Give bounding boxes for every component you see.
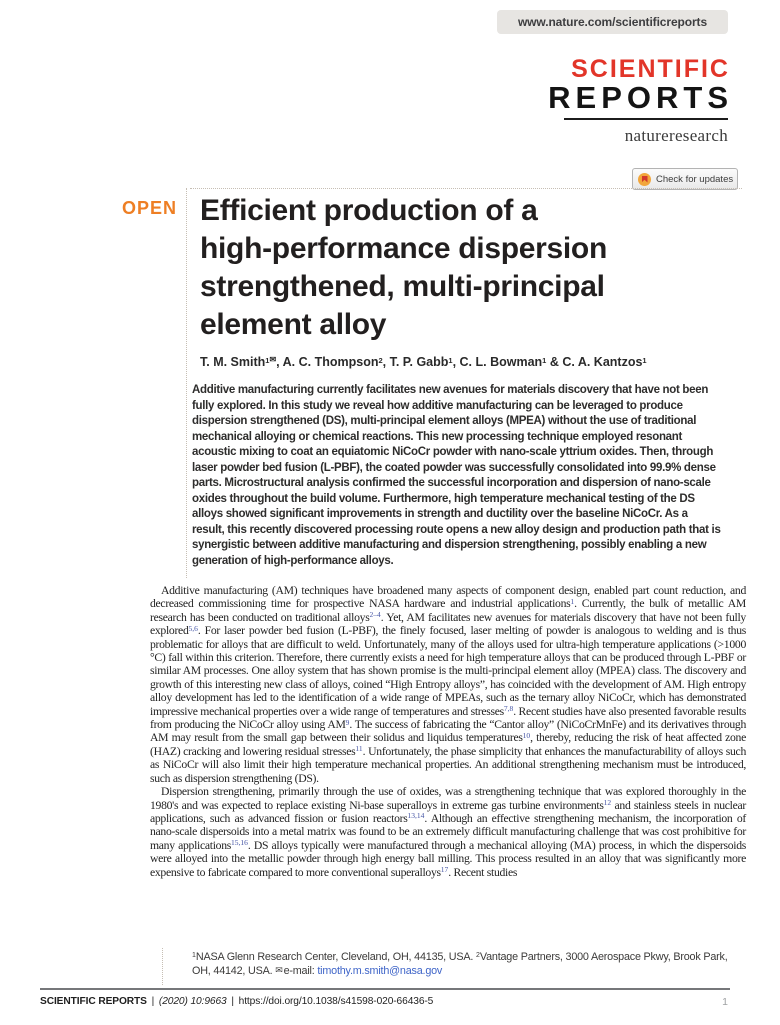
text-run: T. M. Smith bbox=[200, 355, 266, 369]
affiliation-marker: 1 bbox=[542, 355, 547, 365]
text-run: . Currently, the bulk of metallic AM res… bbox=[150, 597, 746, 624]
journal-name: SCIENTIFIC REPORTS bbox=[40, 996, 147, 1007]
title-divider-left bbox=[186, 188, 187, 578]
authors-line: T. M. Smith1✉, A. C. Thompson2, T. P. Ga… bbox=[200, 355, 745, 369]
affiliation-marker: 1 bbox=[642, 355, 647, 365]
citation-ref[interactable]: 12 bbox=[603, 798, 612, 807]
text-run: . The success of fabricating the “Cantor… bbox=[150, 718, 746, 745]
text-run: , T. P. Gabb bbox=[382, 355, 449, 369]
title-line: high-performance dispersion bbox=[200, 232, 607, 265]
check-for-updates-label: Check for updates bbox=[656, 173, 734, 185]
logo-rule bbox=[564, 118, 728, 120]
text-run: , thereby, reducing the risk of heat aff… bbox=[150, 731, 746, 758]
affiliation-marker: 1 bbox=[265, 355, 270, 365]
footer-citation-line: SCIENTIFIC REPORTS | (2020) 10:9663 | ht… bbox=[40, 996, 433, 1007]
logo-brand: natureresearch bbox=[624, 126, 728, 145]
citation-info: (2020) 10:9663 bbox=[158, 996, 227, 1007]
text-run: . For laser powder bed fusion (L-PBF), t… bbox=[150, 624, 746, 718]
text-run: . Yet, AM facilitates new avenues for ma… bbox=[150, 610, 746, 638]
text-run: and stainless steels in nuclear applicat… bbox=[150, 798, 746, 825]
text-run: Additive manufacturing (AM) techniques h… bbox=[150, 584, 746, 611]
abstract: Additive manufacturing currently facilit… bbox=[192, 384, 721, 567]
citation-ref[interactable]: 10 bbox=[522, 730, 531, 740]
text-run: . Recent studies have also presented fav… bbox=[150, 704, 746, 732]
text-run: , C. L. Bowman bbox=[452, 355, 543, 369]
text-run: . DS alloys typically were manufactured … bbox=[150, 838, 747, 879]
affiliation-marker: 2 bbox=[378, 355, 383, 365]
citation-ref[interactable]: 17 bbox=[440, 865, 449, 875]
text-run: e-mail: bbox=[283, 964, 318, 977]
citation-ref[interactable]: 9 bbox=[345, 717, 350, 727]
citation-ref[interactable]: 5,6 bbox=[188, 623, 198, 633]
text-run: Dispersion strengthening, primarily thro… bbox=[150, 785, 746, 812]
body-paragraph: Additive manufacturing (AM) techniques h… bbox=[150, 584, 746, 785]
separator: | bbox=[231, 996, 234, 1007]
separator: | bbox=[151, 996, 155, 1007]
affiliation-marker: 1 bbox=[192, 952, 196, 959]
check-for-updates-button[interactable]: Check for updates bbox=[632, 168, 738, 190]
title-line: Efficient production of a bbox=[200, 194, 538, 227]
email-link[interactable]: timothy.m.smith@nasa.gov bbox=[317, 964, 443, 977]
citation-ref[interactable]: 2–4 bbox=[369, 610, 381, 620]
text-run: . Although an effective strengthening me… bbox=[150, 811, 746, 852]
citation-ref[interactable]: 7,8 bbox=[503, 704, 514, 714]
title-line: strengthened, multi-principal bbox=[200, 270, 605, 303]
footer-rule bbox=[40, 988, 730, 990]
site-url-banner[interactable]: www.nature.com/scientificreports bbox=[497, 10, 728, 34]
page-number: 1 bbox=[722, 996, 728, 1008]
envelope-icon: ✉ bbox=[269, 355, 277, 364]
title-divider-top bbox=[190, 188, 742, 189]
title-line: element alloy bbox=[200, 308, 387, 341]
logo-reports: REPORTS bbox=[548, 80, 733, 115]
citation-ref[interactable]: 13,14 bbox=[407, 811, 425, 821]
article-body: Additive manufacturing (AM) techniques h… bbox=[150, 584, 746, 879]
envelope-icon: ✉ bbox=[275, 964, 283, 975]
citation-ref[interactable]: 1 bbox=[570, 596, 575, 606]
text-run: , A. C. Thompson bbox=[276, 355, 379, 369]
citation-ref[interactable]: 15,16 bbox=[231, 838, 248, 848]
body-paragraph: Dispersion strengthening, primarily thro… bbox=[150, 785, 746, 879]
article-title: Efficient production of a high-performan… bbox=[200, 192, 745, 344]
text-run: & C. A. Kantzos bbox=[546, 355, 643, 369]
footnote-divider bbox=[162, 948, 163, 985]
affiliation-marker: 1 bbox=[448, 355, 453, 365]
text-run: . Recent studies bbox=[448, 865, 518, 879]
text-run: NASA Glenn Research Center, Cleveland, O… bbox=[195, 951, 476, 963]
open-access-label: OPEN bbox=[122, 198, 178, 218]
logo-scientific: SCIENTIFIC bbox=[571, 55, 730, 83]
footnote: 1NASA Glenn Research Center, Cleveland, … bbox=[192, 951, 748, 979]
doi-link[interactable]: https://doi.org/10.1038/s41598-020-66436… bbox=[238, 996, 434, 1007]
affiliation-marker: 2 bbox=[475, 952, 480, 959]
crossmark-icon bbox=[638, 172, 651, 186]
text-run: . Unfortunately, the phase simplicity th… bbox=[150, 744, 746, 785]
journal-logo: SCIENTIFIC REPORTS natureresearch bbox=[548, 56, 728, 146]
citation-ref[interactable]: 11 bbox=[355, 744, 363, 754]
text-run: Vantage Partners, 3000 Aerospace Pkwy, B… bbox=[192, 951, 728, 977]
